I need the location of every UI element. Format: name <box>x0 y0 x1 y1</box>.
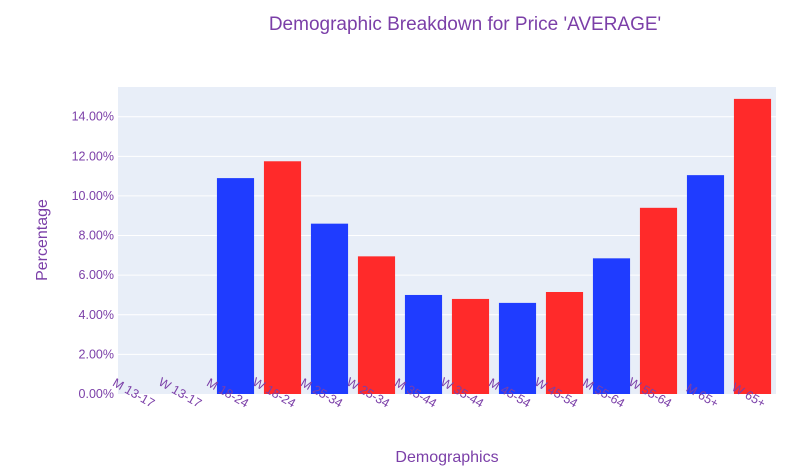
bar-m-65- <box>686 175 725 394</box>
y-tick-label: 10.00% <box>72 189 114 203</box>
y-tick-label: 8.00% <box>79 229 114 243</box>
plot-area <box>118 87 776 394</box>
bar-w-35-44 <box>451 298 490 394</box>
bar-w-65- <box>733 98 772 394</box>
bar-w-55-64 <box>639 207 678 394</box>
bar-w-45-54 <box>545 291 584 394</box>
bar-m-55-64 <box>592 258 631 394</box>
bar-m-18-24 <box>216 178 255 394</box>
bars <box>216 98 772 394</box>
bar-m-25-34 <box>310 223 349 394</box>
bar-m-35-44 <box>404 294 443 394</box>
bar-w-25-34 <box>357 256 396 394</box>
bar-w-18-24 <box>263 161 302 394</box>
bar-m-45-54 <box>498 302 537 394</box>
y-tick-label: 4.00% <box>79 308 114 322</box>
y-tick-label: 14.00% <box>72 110 114 124</box>
y-axis-ticks: 0.00% 2.00% 4.00% 6.00% 8.00% 10.00% 12.00% 14.… <box>72 110 114 401</box>
x-axis-title: Demographics <box>395 449 498 466</box>
y-axis-title: Percentage <box>34 199 51 281</box>
y-tick-label: 0.00% <box>79 387 114 401</box>
y-tick-label: 12.00% <box>72 149 114 163</box>
y-tick-label: 2.00% <box>79 347 114 361</box>
chart-title: Demographic Breakdown for Price 'AVERAGE… <box>269 14 661 35</box>
y-tick-label: 6.00% <box>79 268 114 282</box>
